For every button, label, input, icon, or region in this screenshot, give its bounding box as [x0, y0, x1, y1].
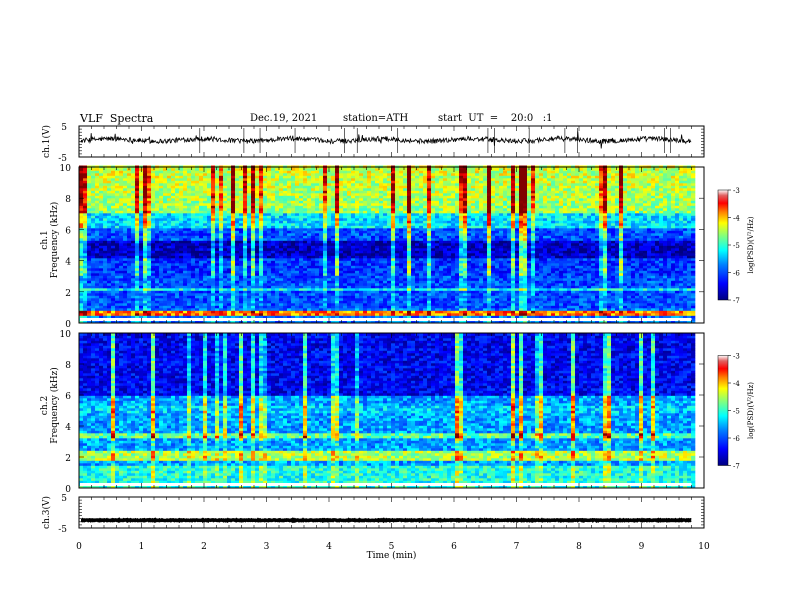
ch2-spec-gap-band — [80, 483, 692, 486]
ch1-wave-ytick-label: 5 — [61, 123, 67, 133]
ch1-wave-ylabel: ch.1(V) — [41, 125, 52, 158]
ch2-spec-colorbar-tick-label: -6 — [733, 435, 740, 443]
ch2-spec-ytick-label: 6 — [65, 392, 71, 402]
ch1-spec-ytick-label: 6 — [65, 226, 71, 236]
ch3-wave-ytick-label: 5 — [61, 494, 67, 504]
station-label: station=ATH — [343, 113, 409, 124]
ch2-spec-colorbar — [717, 355, 729, 466]
ch2-spec-ytick-label: 2 — [65, 454, 71, 464]
x-tick-label: 5 — [389, 542, 395, 552]
ch2-spec-colorbar-label: log(PSD)(V²/Hz) — [747, 382, 755, 439]
ch3-wave-ylabel: ch.3(V) — [41, 496, 52, 529]
ch1-spec-ytick-label: 8 — [65, 195, 71, 205]
ch1-spec-ylabel: ch.1Frequency (kHz) — [40, 202, 60, 279]
ch1-wave-ytick-label: -5 — [58, 154, 67, 164]
x-axis-label: Time (min) — [367, 550, 417, 561]
ch1-wave-trace — [80, 131, 692, 149]
ch1-spec-gap-band — [80, 318, 692, 321]
ch2-spec-ytick-label: 4 — [65, 423, 71, 433]
ch2-spec-cells — [79, 333, 696, 489]
ch1-spec-colorbar — [717, 189, 729, 301]
ch2-spec-ytick-label: 0 — [65, 485, 71, 495]
x-tick-label: 2 — [201, 542, 207, 552]
start-time-label: start UT = 20:0 :1 — [438, 113, 553, 124]
x-tick-label: 8 — [576, 542, 582, 552]
x-tick-label: 0 — [76, 542, 82, 552]
ch1-spec-colorbar-tick-label: -3 — [733, 187, 740, 195]
ch2-spec-colorbar-tick-label: -7 — [733, 463, 740, 471]
ch1-spec-colorbar-label: log(PSD)(V²/Hz) — [747, 216, 755, 273]
x-tick-label: 4 — [326, 542, 332, 552]
ch2-spec-colorbar-tick-label: -4 — [733, 380, 740, 388]
ch1-spec-ytick-label: 0 — [65, 320, 71, 330]
x-tick-label: 7 — [514, 542, 520, 552]
x-tick-label: 3 — [264, 542, 270, 552]
x-tick-label: 9 — [639, 542, 645, 552]
x-tick-label: 6 — [451, 542, 457, 552]
date-label: Dec.19, 2021 — [250, 113, 318, 124]
ch1-spec-cells — [79, 165, 696, 324]
ch1-spec-ytick-label: 4 — [65, 258, 71, 268]
ch1-spec-colorbar-tick-label: -7 — [733, 297, 740, 305]
ch2-spec-ytick-label: 8 — [65, 361, 71, 371]
ch2-spec-ytick-label: 10 — [60, 330, 72, 340]
ch2-spec-colorbar-tick-label: -3 — [733, 353, 740, 361]
ch2-spec-colorbar-tick-label: -5 — [733, 408, 740, 416]
figure-title: VLF Spectra — [80, 112, 154, 125]
ch1-spec-ytick-label: 2 — [65, 289, 71, 299]
ch1-spec-colorbar-tick-label: -5 — [733, 242, 740, 250]
ch1-spec-colorbar-tick-label: -4 — [733, 215, 740, 223]
ch3-wave-trace — [80, 517, 692, 524]
ch1-spec-colorbar-tick-label: -6 — [733, 270, 740, 278]
x-tick-label: 1 — [139, 542, 145, 552]
ch1-spec-ytick-label: 10 — [60, 164, 72, 174]
x-tick-label: 10 — [698, 542, 710, 552]
ch2-spec-ylabel: ch.2Frequency (kHz) — [40, 367, 60, 444]
ch3-wave-ytick-label: -5 — [58, 525, 67, 535]
